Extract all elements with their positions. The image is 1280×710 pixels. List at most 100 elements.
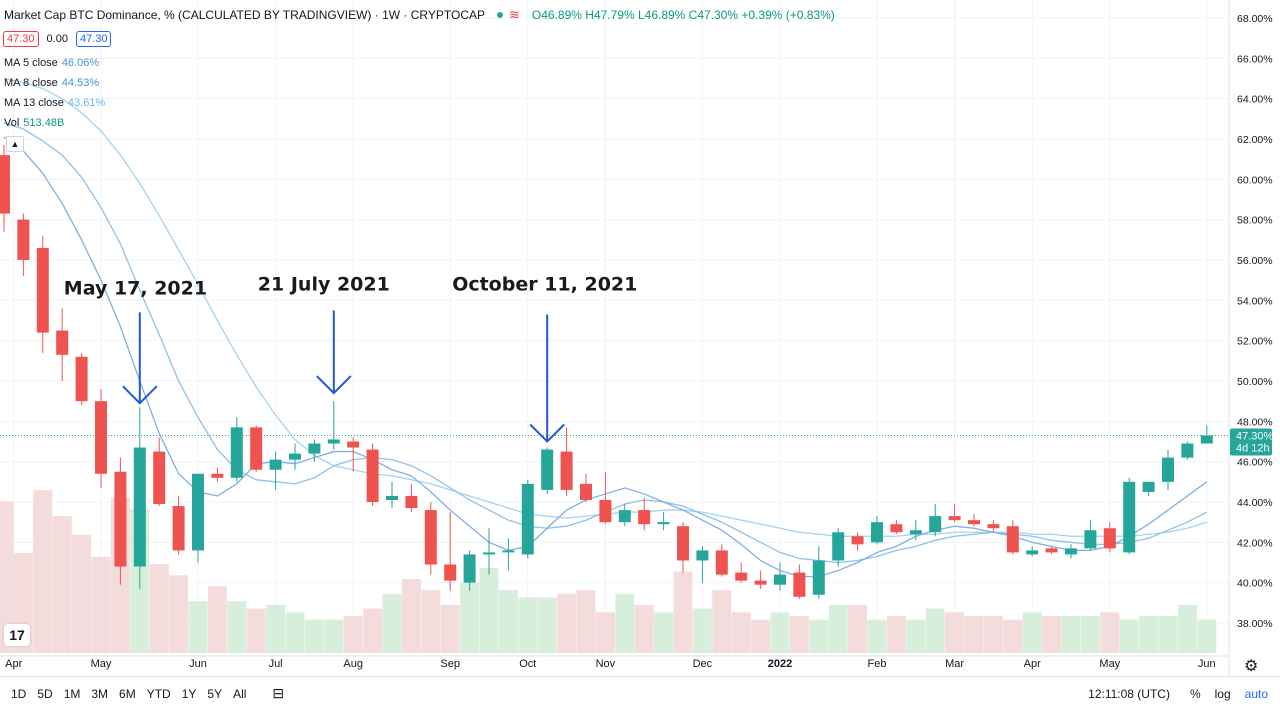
volume-bar-13	[246, 608, 266, 653]
candle-body-30	[580, 483, 592, 500]
chart-settings-gear-icon[interactable]: ⚙	[1244, 658, 1259, 675]
timeframe-ytd[interactable]: YTD	[146, 686, 171, 701]
volume-bars	[0, 490, 1217, 653]
legend-ma8[interactable]: MA 8 close 44.53%	[4, 77, 99, 89]
legend-ma8-label: MA 8 close	[4, 77, 58, 89]
price-chart[interactable]: May 17, 2021 21 July 2021 October 11, 2021…	[0, 0, 1280, 676]
candle-body-44	[851, 536, 864, 545]
candle-body-21	[405, 495, 418, 509]
volume-bar-53	[1022, 612, 1042, 653]
timeframe-5y[interactable]: 5Y	[207, 686, 223, 701]
timeframe-6m[interactable]: 6M	[119, 686, 136, 701]
volume-bar-56	[1080, 616, 1100, 653]
data-quality-icon[interactable]: ≋	[509, 7, 520, 22]
collapse-legend-icon[interactable]: ▲	[6, 136, 24, 152]
candle-body-32	[618, 510, 631, 523]
date-range-icon[interactable]: ⊟	[272, 685, 285, 701]
annotation-label-2: October 11, 2021	[452, 273, 637, 295]
bottom-toolbar: 1D 5D 1M 3M 6M YTD 1Y 5Y All ⊟ 12:11:08 …	[0, 676, 1280, 710]
bottom-right-controls: 12:11:08 (UTC) % log auto	[1088, 677, 1280, 710]
price-tick-label-10: 58.00%	[1237, 215, 1273, 227]
symbol-title[interactable]: Market Cap BTC Dominance, % (CALCULATED …	[4, 8, 485, 22]
volume-bar-32	[615, 593, 635, 653]
sell-price-box[interactable]: 47.30	[3, 31, 39, 47]
volume-bar-35	[673, 571, 693, 653]
legend-ma13[interactable]: MA 13 close 43.61%	[4, 97, 105, 109]
volume-bar-20	[382, 593, 402, 653]
time-tick-label-11: Mar	[945, 658, 964, 670]
candle-body-24	[463, 554, 476, 583]
price-tick-label-3: 44.00%	[1237, 497, 1273, 509]
auto-scale-button[interactable]: auto	[1244, 686, 1268, 701]
volume-bar-28	[537, 597, 557, 653]
time-tick-label-4: Aug	[343, 658, 363, 670]
volume-bar-12	[227, 601, 247, 653]
volume-bar-44	[848, 604, 868, 653]
time-axis[interactable]: Apr May Jun Jul Aug Sep Oct Nov Dec 2022 Feb Mar Apr…	[5, 658, 1216, 670]
tradingview-logo[interactable]: 17	[4, 624, 30, 646]
price-tick-label-12: 62.00%	[1237, 134, 1273, 146]
volume-bar-8	[149, 564, 169, 653]
bid-ask: 47.30 0.00 47.30	[3, 31, 112, 47]
candle-body-20	[386, 495, 398, 500]
volume-bar-41	[789, 616, 809, 653]
candle-body-3	[56, 330, 69, 355]
utc-clock[interactable]: 12:11:08 (UTC)	[1088, 686, 1170, 701]
volume-bar-55	[1061, 616, 1081, 653]
time-tick-label-13: May	[1099, 658, 1120, 670]
annotations: May 17, 2021 21 July 2021 October 11, 2021	[64, 273, 637, 443]
volume-bar-36	[692, 608, 712, 653]
candle-body-25	[483, 552, 495, 555]
plot-area[interactable]	[0, 0, 1229, 656]
candle-body-28	[541, 449, 554, 490]
candle-body-54	[1045, 548, 1058, 553]
timeframe-all[interactable]: All	[233, 686, 247, 701]
price-tick-label-4: 46.00%	[1237, 457, 1273, 469]
header-bar: Market Cap BTC Dominance, % (CALCULATED …	[0, 0, 835, 30]
current-price-label: 47.30%	[1236, 430, 1274, 442]
legend-ma8-value: 44.53%	[61, 77, 100, 89]
volume-bar-25	[479, 567, 499, 653]
candle-body-38	[735, 572, 748, 581]
legend-volume[interactable]: Vol 513.48B	[4, 117, 64, 129]
legend-ma5-label: MA 5 close	[4, 57, 58, 69]
candle-body-31	[599, 499, 612, 523]
volume-bar-31	[595, 612, 615, 653]
volume-bar-11	[207, 586, 227, 653]
percent-scale-button[interactable]: %	[1189, 686, 1201, 701]
timeframe-1m[interactable]: 1M	[63, 686, 81, 701]
timeframe-5d[interactable]: 5D	[37, 686, 53, 701]
current-price-tag-bg	[1230, 428, 1272, 456]
candle-body-7	[133, 447, 146, 567]
volume-bar-17	[324, 619, 344, 653]
market-status-icon[interactable]	[497, 12, 503, 18]
annotation-arrow-head-1	[316, 375, 352, 395]
time-tick-label-7: Nov	[596, 658, 616, 670]
volume-bar-37	[712, 590, 732, 653]
price-axis[interactable]: 38.00% 40.00% 42.00% 44.00% 46.00% 48.00% 50.0…	[1237, 13, 1273, 630]
legend-ma13-value: 43.61%	[67, 97, 106, 109]
volume-bar-0	[0, 501, 14, 653]
legend-ma5[interactable]: MA 5 close 46.06%	[4, 57, 99, 69]
candle-body-11	[211, 473, 224, 478]
countdown-label: 4d 12h	[1236, 442, 1270, 454]
candle-body-59	[1142, 481, 1155, 492]
candle-body-29	[560, 451, 573, 490]
volume-bar-2	[33, 490, 53, 653]
time-tick-label-1: May	[91, 658, 112, 670]
timeframe-1y[interactable]: 1Y	[181, 686, 197, 701]
volume-bar-18	[343, 616, 363, 653]
candle-body-61	[1181, 443, 1194, 458]
spread-value: 0.00	[46, 33, 68, 45]
time-tick-label-6: Oct	[519, 658, 536, 670]
candle-body-58	[1123, 481, 1136, 553]
buy-price-box[interactable]: 47.30	[75, 31, 112, 47]
timeframe-1d[interactable]: 1D	[11, 686, 27, 701]
time-tick-label-0: Apr	[5, 658, 22, 670]
time-tick-label-5: Sep	[440, 658, 460, 670]
price-tick-label-6: 50.00%	[1237, 376, 1273, 388]
log-scale-button[interactable]: log	[1214, 686, 1231, 701]
timeframe-3m[interactable]: 3M	[91, 686, 109, 701]
candle-body-1	[17, 219, 30, 260]
candle-body-46	[890, 524, 903, 533]
